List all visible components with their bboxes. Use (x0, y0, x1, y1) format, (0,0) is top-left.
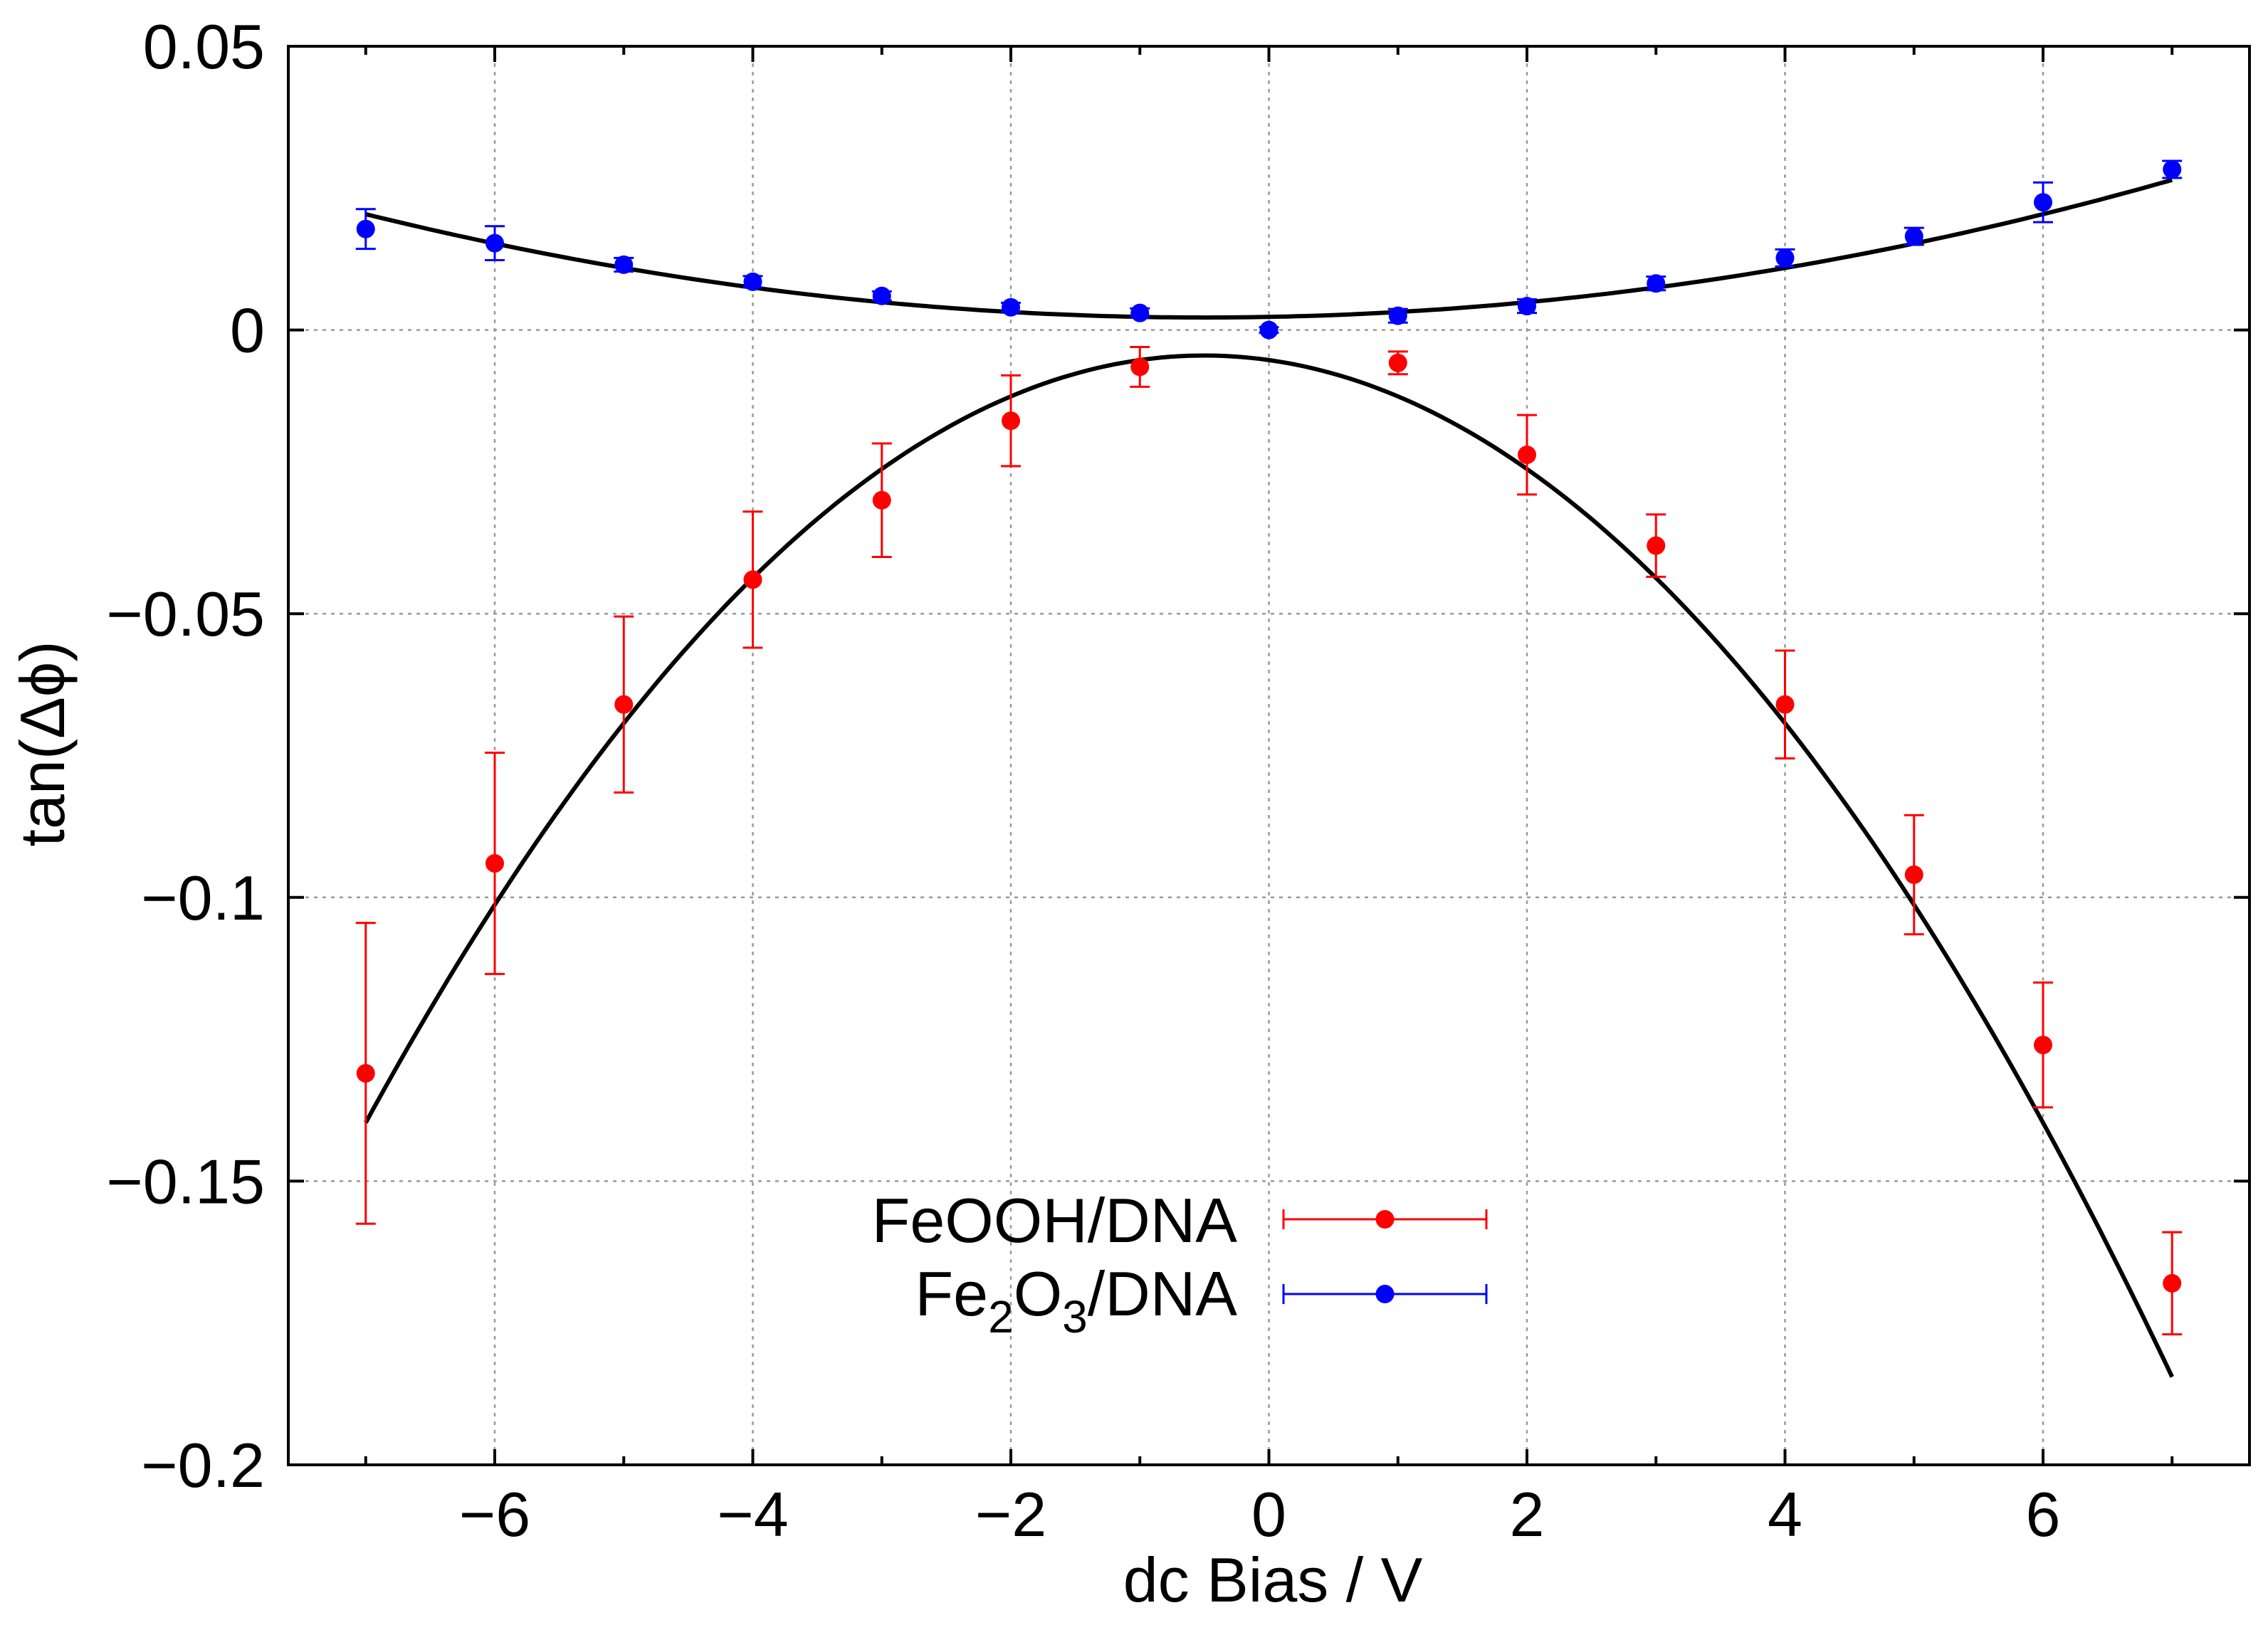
series-feooh-dna (355, 346, 2183, 1336)
legend-marker (1375, 1285, 1395, 1303)
legend-label-fe2o3-part3: /DNA (1088, 1258, 1238, 1329)
y-tick-label: −0.15 (106, 1146, 265, 1216)
y-tick-label: 0 (230, 295, 265, 366)
y-tick-label: −0.05 (106, 579, 265, 649)
axis-ticks (288, 45, 2249, 1466)
legend: FeOOH/DNA Fe2O3/DNA (872, 1185, 1488, 1342)
data-point (1775, 248, 1795, 268)
x-tick-label: 0 (1251, 1479, 1286, 1550)
legend-marker (1375, 1210, 1395, 1229)
data-point (1518, 445, 1536, 464)
legend-sample-fe2o3-dna (1282, 1284, 1488, 1304)
x-axis-title: dc Bias / V (1123, 1545, 1423, 1615)
x-tick-label: −2 (975, 1479, 1046, 1550)
legend-label-feooh-dna: FeOOH/DNA (872, 1185, 1238, 1256)
data-point (485, 853, 504, 873)
legend-label-fe2o3-part1: Fe (915, 1258, 988, 1329)
y-tick-label: −0.1 (141, 863, 265, 933)
data-point (2034, 1036, 2052, 1055)
data-point (2163, 159, 2182, 179)
data-point (1775, 695, 1795, 714)
data-point (743, 272, 762, 291)
data-point (1518, 297, 1536, 316)
data-point (1002, 411, 1020, 431)
x-tick-label: 6 (2026, 1479, 2061, 1550)
data-point (2163, 1273, 2182, 1293)
tick-labels: −6 −4 −2 0 2 4 6 0.05 0 −0.05 −0.1 −0.15 −0.2 (106, 11, 2060, 1550)
legend-label-fe2o3-part2: O (1014, 1258, 1062, 1329)
data-point (2034, 193, 2052, 212)
legend-label-fe2o3-dna: Fe2O3/DNA (915, 1258, 1237, 1342)
fit-curve-feooh-dna (364, 353, 2175, 1378)
data-point (1904, 865, 1923, 884)
data-point (1002, 298, 1020, 317)
x-tick-label: −4 (717, 1479, 788, 1550)
data-point (872, 286, 891, 305)
y-tick-label: −0.2 (141, 1430, 265, 1500)
data-point (485, 233, 504, 253)
data-point (1130, 303, 1150, 322)
grid-layer (288, 46, 2249, 1465)
x-tick-label: 2 (1510, 1479, 1545, 1550)
legend-label-fe2o3-sub1: 2 (988, 1291, 1014, 1342)
series-fe2o3-dna (355, 159, 2183, 340)
data-point (1647, 536, 1666, 555)
y-axis-title: tan(Δϕ) (7, 641, 78, 846)
data-point (743, 570, 762, 589)
fit-curves (364, 177, 2175, 1378)
data-point (614, 695, 634, 714)
data-point (356, 1063, 375, 1083)
data-point (1904, 227, 1923, 246)
x-tick-label: 4 (1768, 1479, 1802, 1550)
legend-label-fe2o3-sub2: 3 (1062, 1291, 1088, 1342)
fit-curve-fe2o3-dna (365, 177, 2173, 320)
data-point (614, 255, 634, 274)
y-tick-label: 0.05 (143, 11, 265, 82)
legend-sample-feooh-dna (1282, 1209, 1488, 1229)
data-point (1388, 353, 1407, 372)
x-tick-label: −6 (459, 1479, 530, 1550)
data-point (872, 490, 891, 510)
data-point (1259, 320, 1279, 340)
data-point (1647, 274, 1666, 293)
data-point (1130, 357, 1150, 377)
data-point (356, 219, 375, 238)
data-points (355, 159, 2183, 1336)
data-point (1388, 306, 1407, 325)
